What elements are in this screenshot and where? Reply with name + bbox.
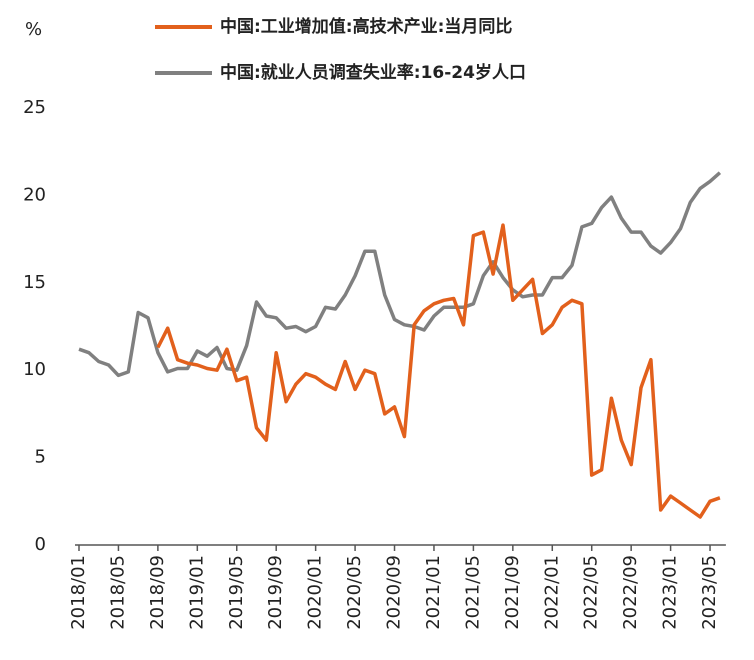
x-tick-label: 2023/05: [699, 555, 720, 630]
y-tick-label: 0: [35, 534, 46, 555]
x-tick-label: 2019/09: [265, 555, 286, 630]
legend-label: 中国:工业增加值:高技术产业:当月同比: [220, 16, 512, 37]
y-unit: %: [25, 19, 42, 40]
x-tick-label: 2022/09: [620, 555, 641, 630]
y-tick-label: 10: [23, 359, 46, 380]
x-tick-label: 2020/01: [305, 555, 326, 630]
x-tick-label: 2019/01: [186, 555, 207, 630]
series-line: [156, 223, 721, 519]
y-tick-label: 20: [23, 184, 46, 205]
legend-label: 中国:就业人员调查失业率:16-24岁人口: [220, 62, 526, 83]
y-tick-label: 25: [23, 97, 46, 118]
x-tick-label: 2022/01: [541, 555, 562, 630]
y-tick-label: 15: [23, 272, 46, 293]
x-tick-label: 2020/09: [384, 555, 405, 630]
x-tick-label: 2018/09: [147, 555, 168, 630]
x-tick-label: 2022/05: [581, 555, 602, 630]
y-tick-label: 5: [35, 447, 46, 468]
x-tick-label: 2018/01: [68, 555, 89, 630]
x-tick-label: 2023/01: [660, 555, 681, 630]
x-tick-label: 2018/05: [107, 555, 128, 630]
x-tick-label: 2019/05: [226, 555, 247, 630]
series-line: [78, 171, 722, 378]
x-tick-label: 2021/05: [462, 555, 483, 630]
x-tick-label: 2021/01: [423, 555, 444, 630]
x-tick-label: 2020/05: [344, 555, 365, 630]
x-tick-label: 2021/09: [502, 555, 523, 630]
